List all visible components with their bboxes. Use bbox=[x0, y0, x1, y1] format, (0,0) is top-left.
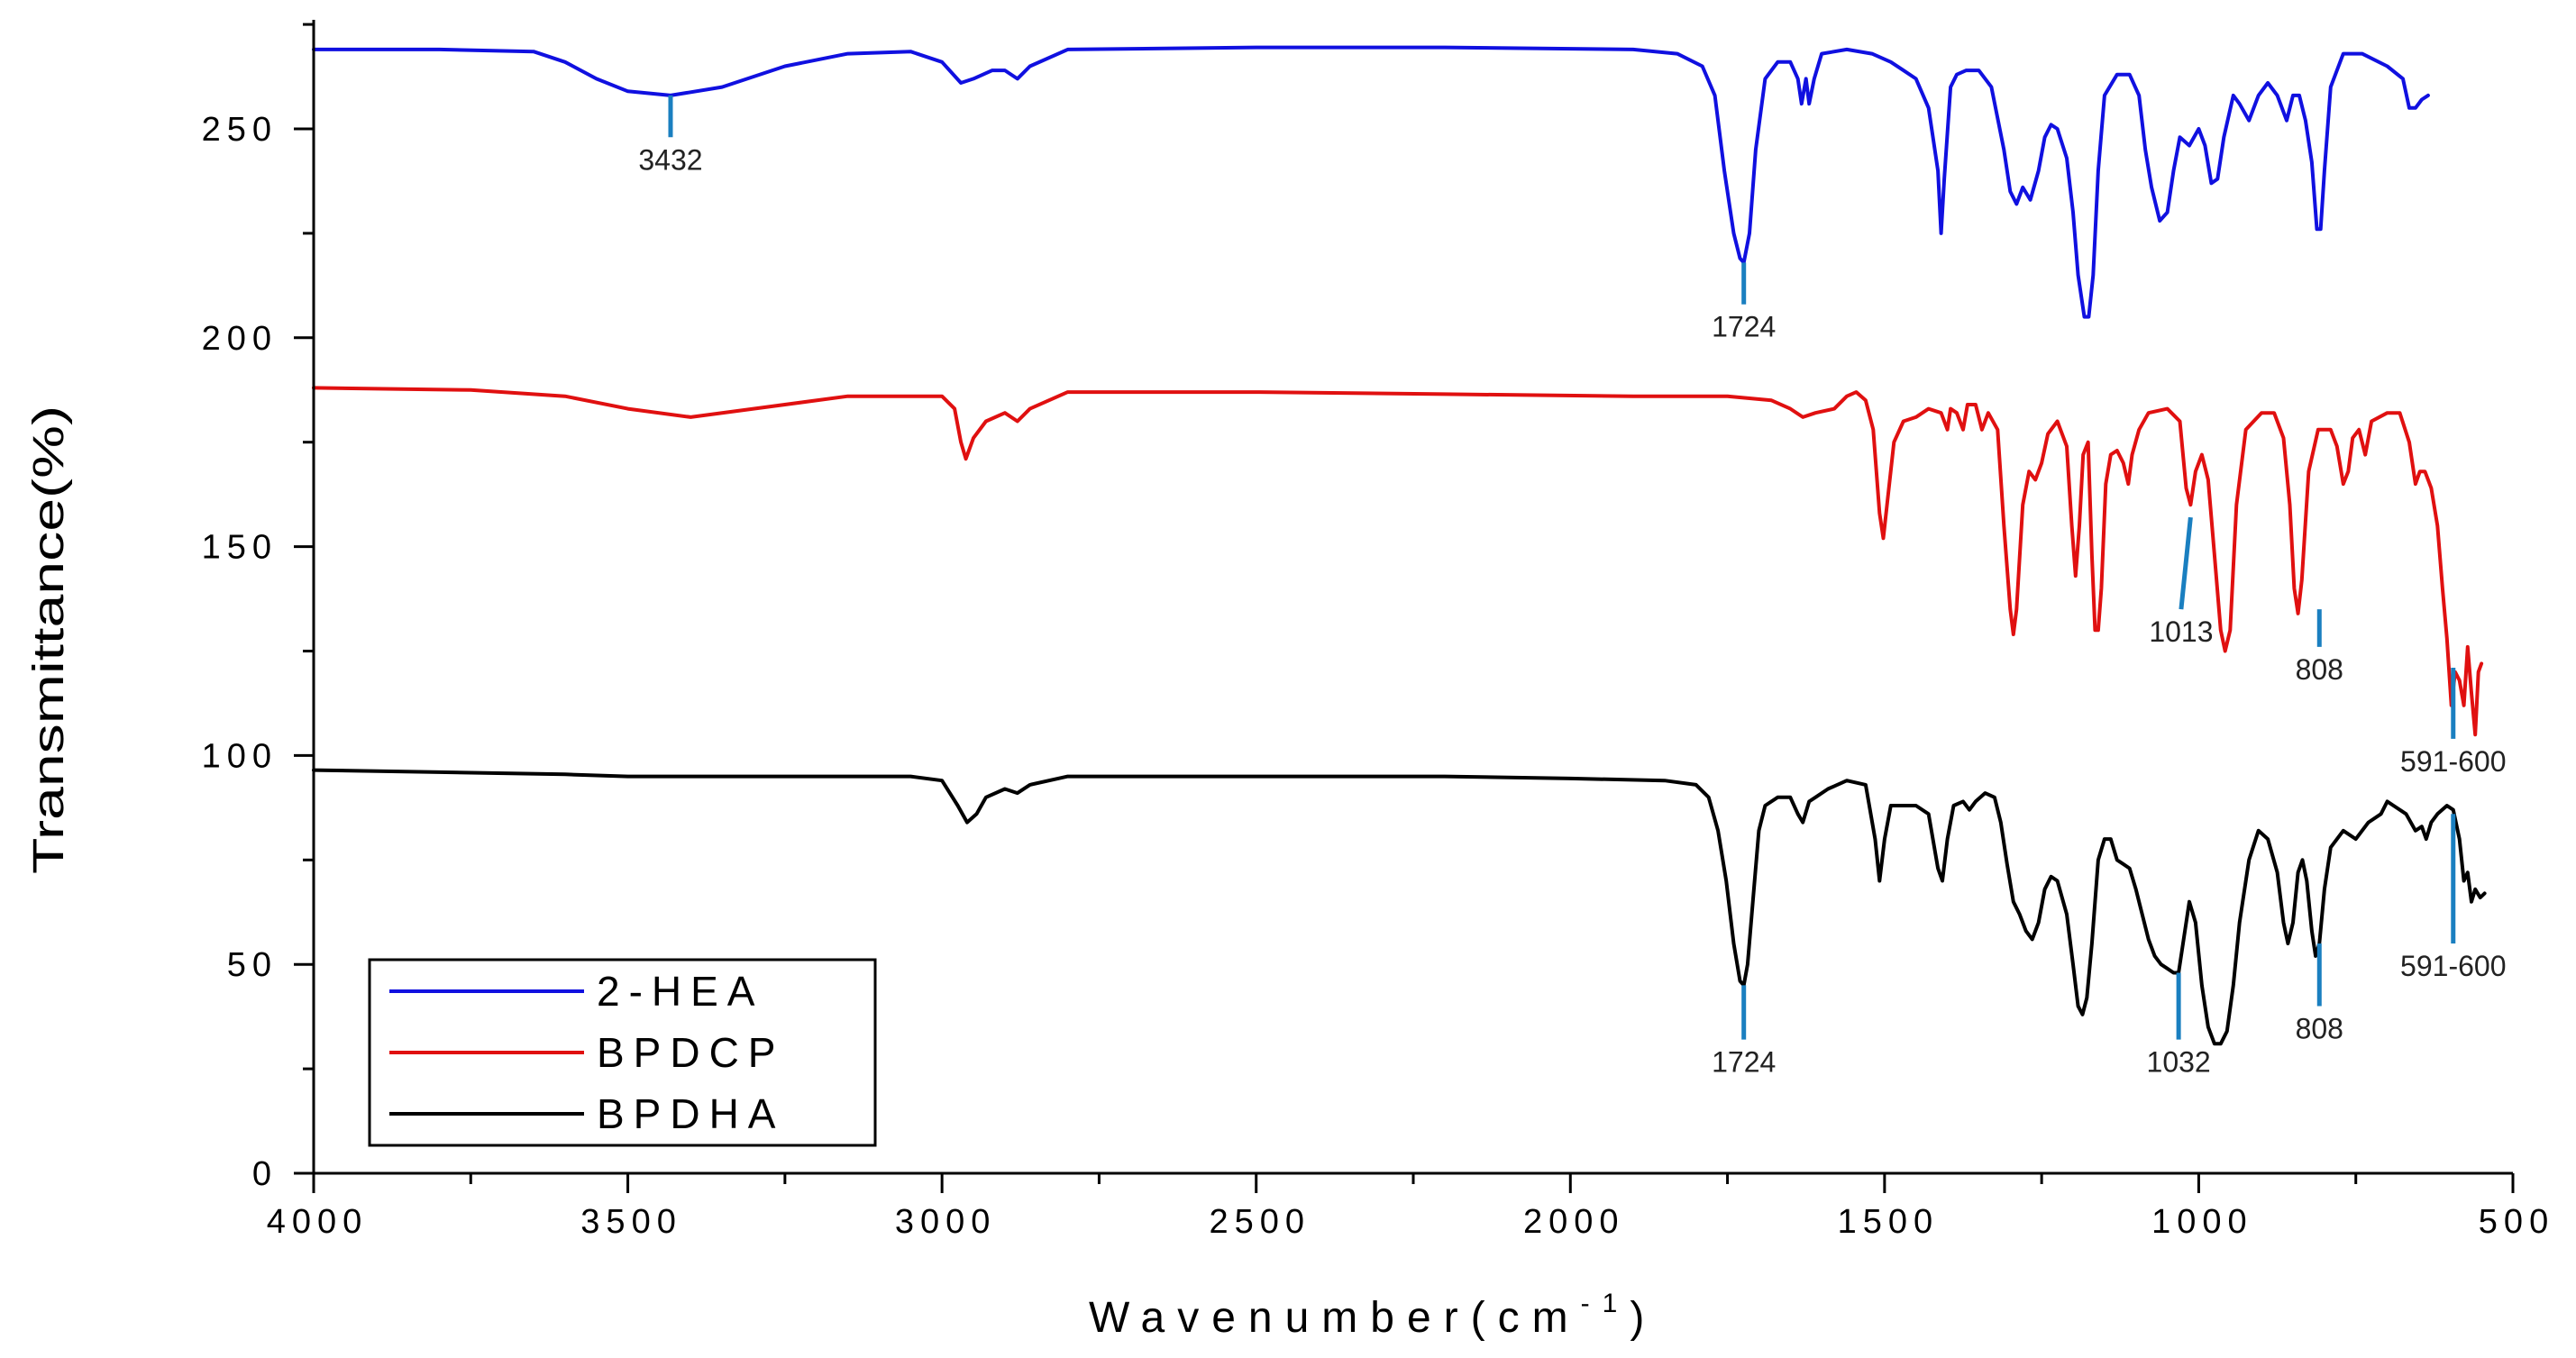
y-tick-label-50: 50 bbox=[227, 946, 278, 984]
x-tick-label-2500: 2500 bbox=[1209, 1203, 1311, 1241]
x-tick-label-3000: 3000 bbox=[895, 1203, 997, 1241]
peak-label-bpdcp-1013: 1013 bbox=[2149, 615, 2213, 648]
y-tick-label-0: 0 bbox=[252, 1155, 278, 1193]
legend-label-bpdcp: BPDCP bbox=[597, 1029, 784, 1076]
series-layer bbox=[312, 45, 2487, 1046]
peak-label-bpdha-808: 808 bbox=[2296, 1013, 2343, 1045]
legend-label-bpdha: BPDHA bbox=[597, 1090, 784, 1137]
series-line-bpdha bbox=[312, 768, 2487, 1046]
peak-label-bpdha-1724: 1724 bbox=[1712, 1046, 1776, 1079]
x-tick-label-2000: 2000 bbox=[1523, 1203, 1625, 1241]
x-tick-label-1500: 1500 bbox=[1838, 1203, 1940, 1241]
x-tick-label-4000: 4000 bbox=[267, 1203, 369, 1241]
series-line-2-hea bbox=[312, 45, 2430, 319]
peak-marker-bpdcp-1013 bbox=[2179, 516, 2193, 610]
peak-label-2-hea-1724: 1724 bbox=[1712, 311, 1776, 343]
peak-label-bpdcp-591-600: 591-600 bbox=[2400, 745, 2506, 778]
y-tick-label-100: 100 bbox=[202, 737, 278, 775]
x-tick-label-1000: 1000 bbox=[2151, 1203, 2253, 1241]
peak-label-2-hea-3432: 3432 bbox=[638, 143, 702, 176]
legend-label-2-hea: 2-HEA bbox=[597, 968, 763, 1015]
peak-label-bpdha-1032: 1032 bbox=[2147, 1046, 2211, 1079]
peak-label-bpdcp-808: 808 bbox=[2296, 653, 2343, 686]
y-tick-label-150: 150 bbox=[202, 529, 278, 567]
x-axis-title: Wavenumber(cm-1) bbox=[1089, 1289, 1657, 1342]
annotation-layer: 3432 1724 1013 808 591-600 1724 1032 808 591-600 bbox=[638, 95, 2506, 1079]
x-tick-label-500: 500 bbox=[2479, 1203, 2554, 1241]
x-tick-label-3500: 3500 bbox=[580, 1203, 682, 1241]
x-axis-title-main: Wavenumber(cm bbox=[1089, 1294, 1581, 1342]
axes-layer: 4000 3500 3000 2500 2000 1500 1000 500 0 50 100 150… bbox=[202, 20, 2554, 1241]
peak-label-bpdha-591-600: 591-600 bbox=[2400, 950, 2506, 982]
x-axis-title-close: ) bbox=[1630, 1294, 1657, 1342]
legend: 2-HEA BPDCP BPDHA bbox=[368, 958, 877, 1147]
y-tick-label-250: 250 bbox=[202, 111, 278, 149]
y-tick-label-200: 200 bbox=[202, 320, 278, 358]
x-axis-title-superscript: -1 bbox=[1581, 1289, 1631, 1318]
y-axis-title: Transmittance(%) bbox=[25, 406, 73, 874]
series-line-bpdcp bbox=[312, 386, 2484, 737]
